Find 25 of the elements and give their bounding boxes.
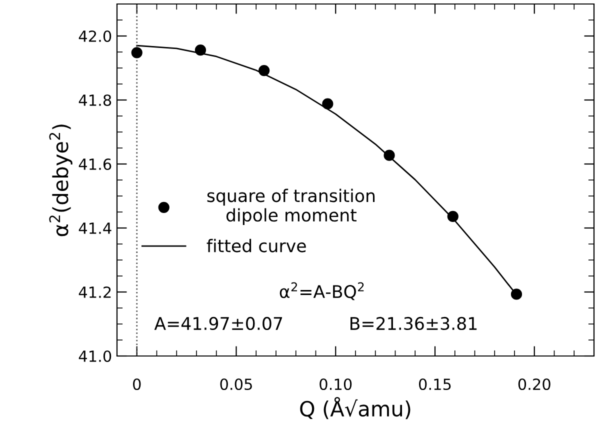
y-tick-label: 41.2 [78, 286, 111, 298]
point [194, 44, 206, 56]
annotation: A=41.97±0.07 [154, 316, 282, 330]
legend-label: square of transition dipole moment [207, 188, 375, 226]
y-tick-label: 41.6 [78, 158, 112, 170]
x-tick-label: 0.20 [518, 378, 550, 390]
y-axis-title: α$^{2}$(debye$^{2}$) [49, 124, 72, 236]
annotation: B=21.36±3.81 [350, 316, 477, 330]
x-tick-label: 0.10 [320, 378, 352, 390]
x-tick-label: 0 [133, 378, 141, 390]
x-tick-label: 0.05 [220, 378, 252, 390]
y-tick-label: 41.0 [78, 350, 112, 362]
y-tick-label: 42.0 [78, 30, 112, 42]
y-tick-label: 41.4 [78, 222, 112, 234]
annotation: α$^{2}$=A-BQ$^{2}$ [280, 282, 364, 300]
point [510, 288, 522, 300]
x-axis-title: Q (Å√amu) [300, 396, 410, 420]
point [131, 47, 142, 58]
point [258, 65, 270, 76]
y-tick-label: 41.8 [78, 94, 112, 106]
x-tick-label: 0.15 [419, 378, 451, 390]
point [447, 210, 458, 222]
point [384, 150, 395, 161]
legend-label: fitted curve [206, 238, 306, 252]
point [322, 98, 334, 110]
